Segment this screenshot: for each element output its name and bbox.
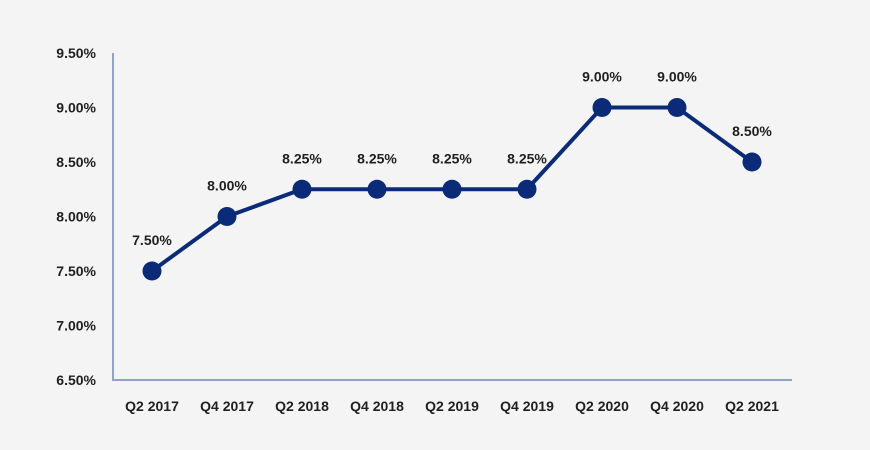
data-point [367,179,387,199]
data-point [442,179,462,199]
x-tick-label: Q4 2017 [200,398,254,414]
axis-lines [112,53,792,381]
y-tick-label: 8.50% [56,154,96,170]
x-tick-label: Q2 2018 [275,398,329,414]
data-label: 9.00% [657,69,697,85]
data-label: 7.50% [132,232,172,248]
data-labels: 7.50% 8.00% 8.25% 8.25% 8.25% 8.25% 9.00% 9.00%… [132,69,772,249]
data-points [142,98,762,281]
data-label: 8.25% [357,150,397,166]
data-label: 8.25% [282,150,322,166]
x-tick-label: Q2 2019 [425,398,479,414]
data-label: 8.50% [732,123,772,139]
y-tick-label: 8.00% [56,209,96,225]
data-point [142,261,162,281]
data-point [292,179,312,199]
x-tick-label: Q2 2021 [725,398,779,414]
y-tick-label: 7.50% [56,263,96,279]
x-tick-label: Q2 2020 [575,398,629,414]
y-axis-tick-labels: 6.50% 7.00% 7.50% 8.00% 8.50% 9.00% 9.50% [56,45,96,388]
x-tick-label: Q4 2019 [500,398,554,414]
data-label: 8.25% [432,150,472,166]
data-point [742,152,762,172]
chart-axes [112,53,792,381]
x-axis-tick-labels: Q2 2017 Q4 2017 Q2 2018 Q4 2018 Q2 2019 Q4 20… [125,398,779,414]
x-tick-label: Q2 2017 [125,398,179,414]
y-tick-label: 9.50% [56,45,96,61]
data-point [667,98,687,117]
data-point [217,207,237,226]
y-tick-label: 6.50% [56,372,96,388]
series-group: 7.50% 8.00% 8.25% 8.25% 8.25% 8.25% 9.00% 9.00%… [132,69,772,281]
y-tick-label: 9.00% [56,100,96,116]
data-point [592,98,612,117]
data-label: 9.00% [582,69,622,85]
data-label: 8.25% [507,150,547,166]
y-tick-label: 7.00% [56,318,96,334]
x-tick-label: Q4 2018 [350,398,404,414]
data-point [517,179,537,199]
x-tick-label: Q4 2020 [650,398,704,414]
data-label: 8.00% [207,178,247,194]
